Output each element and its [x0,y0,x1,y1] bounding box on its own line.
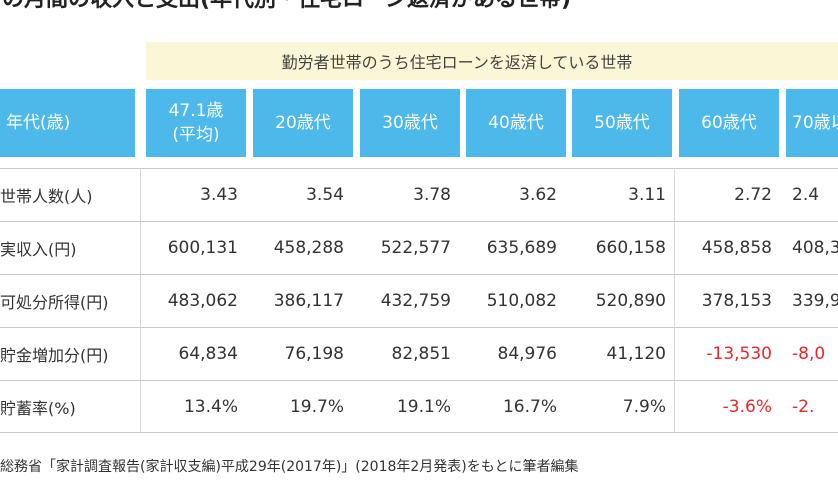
table-cell: -8,0 [792,343,826,364]
table-cell: -3.6% [722,396,772,417]
table-cell: 600,131 [167,237,238,258]
column-header-average-line1: 47.1歳 [168,101,224,121]
table-cell: 3.62 [519,184,557,205]
table-cell: 458,858 [701,237,772,258]
table-cell: 520,890 [595,290,666,311]
table-rule [0,221,838,222]
column-header-20s-label: 20歳代 [275,113,331,133]
table-cell: 13.4% [183,396,238,417]
table-cell: 483,062 [167,290,238,311]
table-cell: 82,851 [391,343,451,364]
column-header-60s: 60歳代 [679,89,779,157]
cropped-footnote [0,478,838,486]
column-header-30s-label: 30歳代 [382,113,438,133]
table-cell: -2. [792,396,815,417]
table-cell: 3.54 [306,184,344,205]
table-rule [0,274,838,275]
table-cell: 339,9 [792,290,838,311]
table-cell: 510,082 [486,290,557,311]
source-note: 総務省「家計調査報告(家計収支編)平成29年(2017年)」(2018年2月発表… [0,459,579,475]
table-cell: 2.72 [734,184,772,205]
table-cell: 19.1% [396,396,451,417]
table-cell: 522,577 [380,237,451,258]
table-cell: 408,3 [792,237,838,258]
table-cell: 3.11 [628,184,666,205]
column-header-70s-label: 70歳以上 [792,113,838,133]
table-rule [0,380,838,381]
row-label: 可処分所得(円) [0,292,109,312]
table-cell: 2.4 [792,184,820,205]
table-cell: 16.7% [502,396,557,417]
column-header-average-line2: (平均) [172,125,220,145]
group-header: 勤労者世帯のうち住宅ローンを返済している世帯 [146,42,838,80]
table-column-rule [674,168,675,432]
group-header-label: 勤労者世帯のうち住宅ローンを返済している世帯 [281,53,633,72]
table-cell: 7.9% [622,396,666,417]
table-rule [0,432,838,433]
table-column-rule [140,168,141,432]
table-rule [0,327,838,328]
column-header-70s: 70歳以上 [786,89,838,157]
column-header-30s: 30歳代 [360,89,460,157]
table-cell: 458,288 [273,237,344,258]
table-cell: -13,530 [706,343,772,364]
table-cell: 432,759 [380,290,451,311]
table-cell: 386,117 [273,290,344,311]
table-cell: 41,120 [606,343,666,364]
table-cell: 3.78 [413,184,451,205]
column-header-60s-label: 60歳代 [701,113,757,133]
column-header-20s: 20歳代 [253,89,353,157]
page-title: の月間の収入と支出(年代別・住宅ローン返済がある世帯) [0,0,838,14]
table-cell: 3.43 [200,184,238,205]
table-cell: 76,198 [284,343,344,364]
column-header-age: 年代(歳) [0,89,135,157]
column-header-40s-label: 40歳代 [488,113,544,133]
table-cell: 19.7% [289,396,344,417]
row-label: 貯蓄率(%) [0,398,76,418]
column-header-50s-label: 50歳代 [594,113,650,133]
table-cell: 635,689 [486,237,557,258]
column-header-50s: 50歳代 [572,89,672,157]
column-header-40s: 40歳代 [466,89,566,157]
table-cell: 660,158 [595,237,666,258]
column-header-average: 47.1歳 (平均) [146,89,246,157]
row-label: 世帯人数(人) [0,186,93,206]
table-cell: 84,976 [497,343,557,364]
table-cell: 378,153 [701,290,772,311]
table-rule [0,168,838,169]
table-cell: 64,834 [178,343,238,364]
row-label: 貯金増加分(円) [0,345,109,365]
column-header-age-label: 年代(歳) [6,113,71,133]
row-label: 実収入(円) [0,239,77,259]
